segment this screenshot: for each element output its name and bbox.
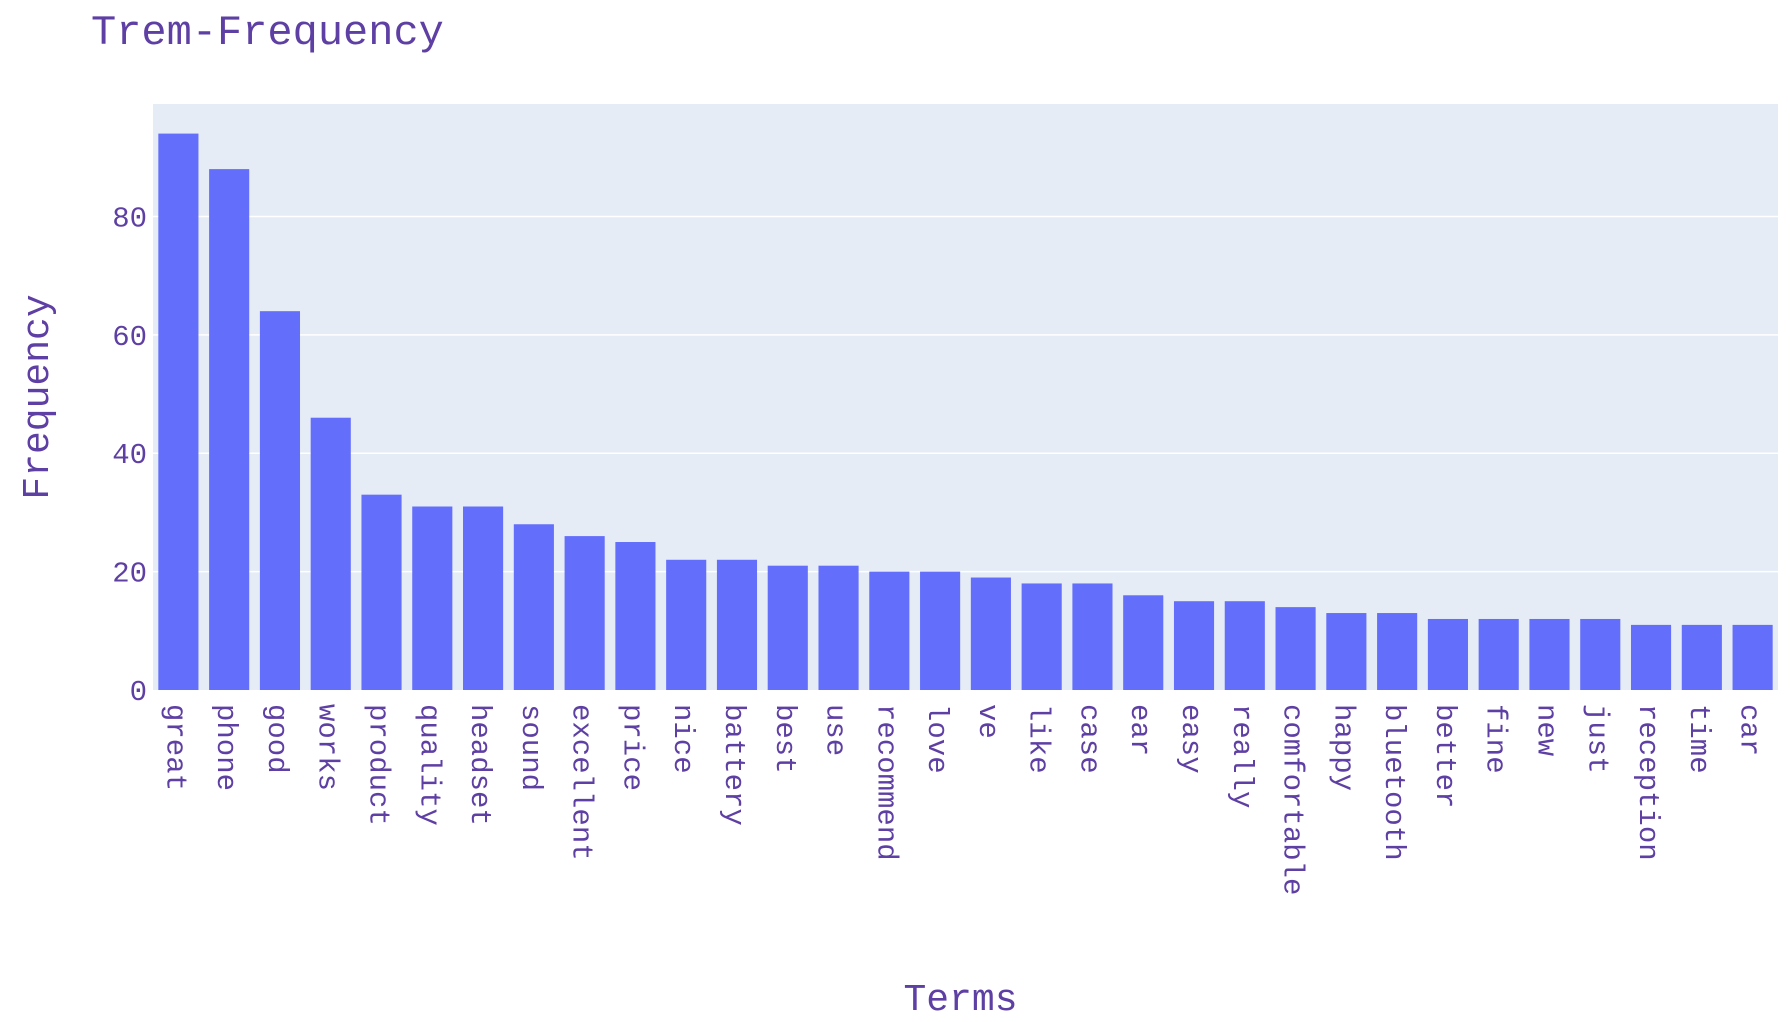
bar-ear[interactable] — [1123, 595, 1164, 690]
bar-battery[interactable] — [716, 559, 758, 690]
x-tick-label: ear — [1123, 704, 1156, 756]
x-tick-label: new — [1529, 704, 1562, 757]
chart-title: Trem-Frequency — [91, 9, 444, 57]
bar-reception[interactable] — [1630, 624, 1672, 690]
bar-nice[interactable] — [666, 559, 707, 690]
y-tick-label: 40 — [112, 439, 147, 472]
bars — [158, 133, 1773, 691]
bar-best[interactable] — [767, 565, 808, 690]
x-tick-label: fine — [1479, 704, 1512, 774]
x-tick-label: great — [158, 704, 191, 791]
bar-excellent[interactable] — [564, 536, 605, 690]
x-tick-label: sound — [514, 704, 547, 791]
x-tick-label: easy — [1174, 704, 1207, 774]
bar-case[interactable] — [1072, 583, 1113, 690]
bar-just[interactable] — [1580, 618, 1621, 690]
x-tick-label: battery — [717, 704, 750, 826]
bar-works[interactable] — [310, 417, 351, 690]
x-tick-label: best — [768, 704, 801, 774]
x-tick-label: works — [311, 704, 344, 791]
bar-like[interactable] — [1021, 583, 1062, 690]
x-tick-label: car — [1733, 704, 1766, 756]
x-tick-label: headset — [463, 704, 496, 826]
x-tick-label: like — [1022, 704, 1055, 774]
x-tick-label: use — [819, 704, 852, 756]
x-axis-ticks: great phone good works product quality headset… — [158, 704, 1765, 895]
bar-good[interactable] — [259, 311, 301, 690]
y-tick-label: 0 — [130, 676, 147, 709]
x-tick-label: reception — [1631, 704, 1664, 861]
bar-headset[interactable] — [463, 506, 504, 690]
x-axis-title: Terms — [903, 979, 1017, 1022]
x-tick-label: case — [1072, 704, 1105, 774]
bar-quality[interactable] — [412, 506, 453, 690]
bar-time[interactable] — [1681, 624, 1722, 690]
x-tick-label: better — [1428, 704, 1461, 808]
x-tick-label: good — [260, 704, 293, 774]
x-tick-label: product — [362, 704, 395, 826]
x-tick-label: nice — [666, 704, 699, 774]
x-tick-label: excellent — [565, 704, 598, 861]
bar-happy[interactable] — [1326, 613, 1367, 690]
bar-great[interactable] — [158, 133, 199, 691]
y-tick-label: 80 — [112, 202, 147, 235]
bar-car[interactable] — [1732, 624, 1773, 690]
bar-really[interactable] — [1224, 601, 1265, 690]
bar-comfortable[interactable] — [1275, 607, 1316, 690]
bar-use[interactable] — [818, 565, 859, 690]
bar-easy[interactable] — [1173, 601, 1215, 690]
bar-bluetooth[interactable] — [1377, 613, 1418, 690]
bar-better[interactable] — [1427, 618, 1468, 690]
y-tick-label: 60 — [112, 321, 147, 354]
y-axis-ticks: 0 20 40 60 80 — [112, 202, 147, 709]
bar-product[interactable] — [361, 494, 402, 690]
x-tick-label: happy — [1326, 704, 1359, 791]
bar-recommend[interactable] — [869, 571, 910, 690]
bar-fine[interactable] — [1478, 618, 1519, 690]
bar-sound[interactable] — [513, 524, 554, 690]
x-tick-label: price — [615, 704, 648, 791]
x-tick-label: just — [1580, 704, 1613, 774]
x-tick-label: love — [920, 704, 953, 774]
bar-love[interactable] — [920, 571, 961, 690]
x-tick-label: phone — [209, 704, 242, 791]
y-tick-label: 20 — [112, 558, 147, 591]
x-tick-label: comfortable — [1276, 704, 1309, 895]
bar-phone[interactable] — [209, 169, 250, 691]
bar-new[interactable] — [1529, 618, 1570, 690]
x-tick-label: really — [1225, 704, 1258, 808]
bar-price[interactable] — [615, 542, 656, 690]
x-tick-label: time — [1682, 704, 1715, 774]
x-tick-label: bluetooth — [1377, 704, 1410, 861]
x-tick-label: quality — [412, 704, 445, 826]
x-tick-label: recommend — [869, 704, 902, 861]
x-tick-label: ve — [971, 704, 1004, 739]
y-axis-title: Frequency — [17, 294, 60, 499]
bar-ve[interactable] — [970, 577, 1011, 690]
